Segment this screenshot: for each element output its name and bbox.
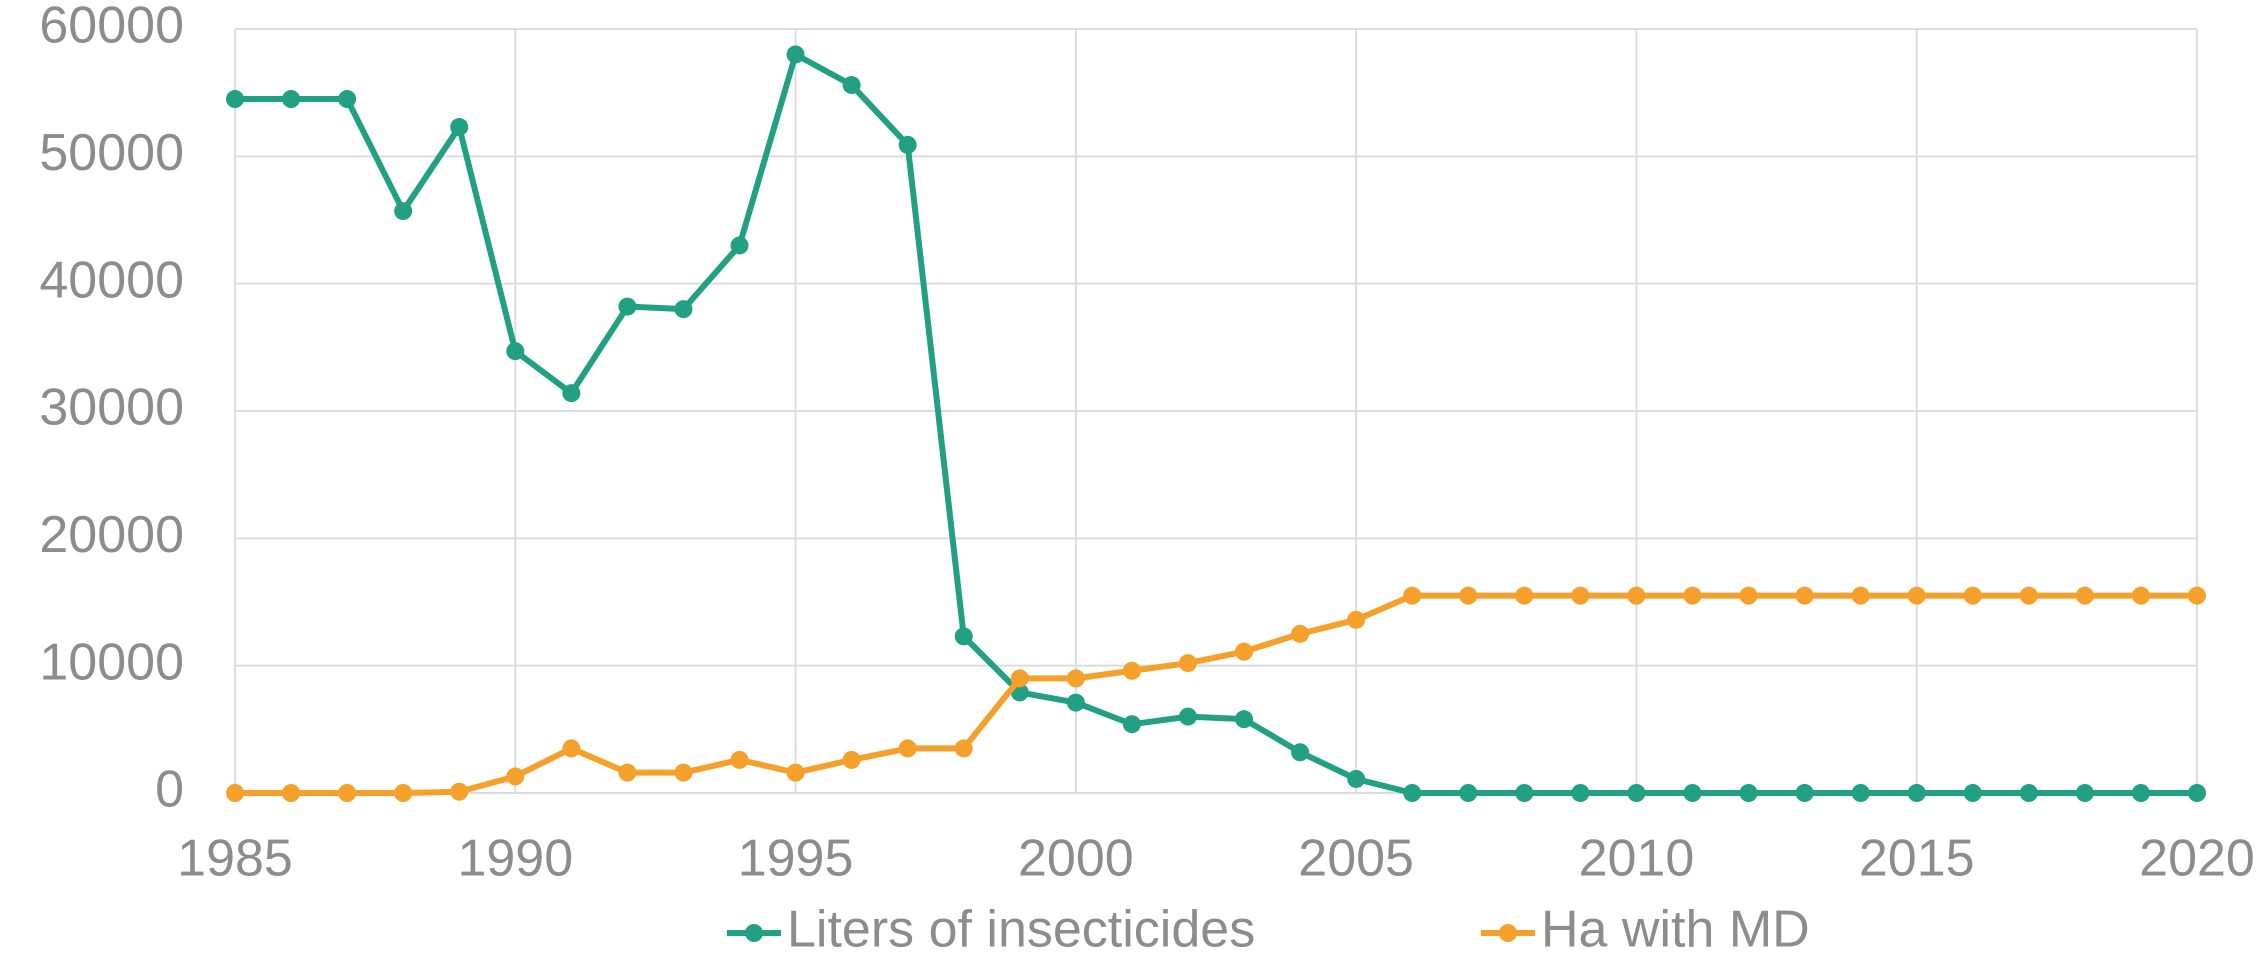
data-point (1459, 586, 1478, 605)
data-point (1683, 586, 1702, 605)
data-point (1627, 784, 1646, 802)
data-point (618, 297, 637, 316)
data-point (1627, 586, 1646, 605)
data-point (1459, 784, 1478, 802)
data-point (2075, 586, 2094, 605)
y-tick-label: 50000 (39, 124, 184, 182)
data-point (2131, 586, 2150, 605)
legend-item: Liters of insecticides (727, 901, 1255, 957)
x-tick-label: 2005 (1298, 830, 1414, 888)
legend-label: Liters of insecticides (787, 901, 1255, 957)
data-point (954, 627, 973, 646)
series (226, 45, 2206, 802)
data-point (1235, 642, 1254, 661)
data-point (338, 784, 357, 802)
x-tick-label: 1990 (457, 830, 573, 888)
data-point (1963, 784, 1982, 802)
data-point (1010, 669, 1029, 688)
data-point (2075, 784, 2094, 802)
y-tick-label: 40000 (39, 251, 184, 309)
data-point (1066, 693, 1085, 712)
data-point (338, 90, 357, 109)
data-point (562, 384, 581, 403)
data-point (226, 90, 244, 109)
legend-item: Ha with MD (1481, 901, 1810, 957)
data-point (842, 750, 861, 769)
x-tick-label: 1995 (738, 830, 854, 888)
y-tick-label: 0 (155, 761, 184, 819)
data-point (730, 750, 749, 769)
legend-marker (1499, 924, 1517, 942)
data-point (1291, 743, 1310, 762)
legend-label: Ha with MD (1541, 901, 1810, 957)
data-point (1515, 784, 1534, 802)
data-point (450, 782, 469, 801)
data-point (1178, 707, 1197, 726)
data-point (674, 763, 693, 782)
y-tick-label: 20000 (39, 506, 184, 564)
data-point (282, 784, 301, 802)
data-point (450, 118, 469, 137)
series-line (235, 592, 2197, 796)
data-point (1235, 710, 1254, 729)
data-point (786, 763, 805, 782)
data-point (1963, 586, 1982, 605)
data-point (2188, 586, 2206, 605)
data-point (730, 236, 749, 255)
data-point (2188, 784, 2206, 802)
data-point (1178, 654, 1197, 673)
data-point (1122, 715, 1141, 734)
legend-marker (745, 924, 763, 942)
data-point (1347, 769, 1366, 788)
series (226, 586, 2206, 802)
data-point (842, 76, 861, 95)
data-point (562, 739, 581, 758)
data-point (1739, 784, 1758, 802)
x-tick-label: 2015 (1859, 830, 1975, 888)
data-point (786, 45, 805, 64)
data-point (2019, 784, 2038, 802)
data-point (1571, 586, 1590, 605)
data-point (2131, 784, 2150, 802)
data-point (1403, 586, 1422, 605)
data-point (1851, 586, 1870, 605)
data-point (1907, 586, 1926, 605)
data-point (1571, 784, 1590, 802)
data-point (1795, 586, 1814, 605)
data-point (394, 784, 413, 802)
data-point (1795, 784, 1814, 802)
data-point (506, 342, 525, 361)
data-point (1683, 784, 1702, 802)
data-point (1851, 784, 1870, 802)
data-point (1515, 586, 1534, 605)
data-point (1739, 586, 1758, 605)
data-point (1066, 669, 1085, 688)
data-point (1122, 661, 1141, 680)
x-tick-label: 1985 (177, 830, 293, 888)
data-point (2019, 586, 2038, 605)
data-point (1347, 610, 1366, 629)
data-point (954, 739, 973, 758)
data-point (898, 135, 917, 154)
data-point (674, 300, 693, 319)
y-tick-label: 30000 (39, 379, 184, 437)
x-tick-label: 2000 (1018, 830, 1134, 888)
data-point (1907, 784, 1926, 802)
x-tick-label: 2020 (2139, 830, 2255, 888)
data-point (506, 767, 525, 786)
data-point (394, 202, 413, 221)
data-point (898, 739, 917, 758)
series-line (235, 51, 2197, 796)
data-point (618, 763, 637, 782)
x-tick-label: 2010 (1579, 830, 1695, 888)
y-tick-label: 10000 (39, 633, 184, 691)
y-tick-label: 60000 (39, 0, 184, 55)
data-point (1403, 784, 1422, 802)
data-point (1291, 624, 1310, 643)
data-point (282, 90, 301, 109)
data-point (226, 784, 244, 802)
